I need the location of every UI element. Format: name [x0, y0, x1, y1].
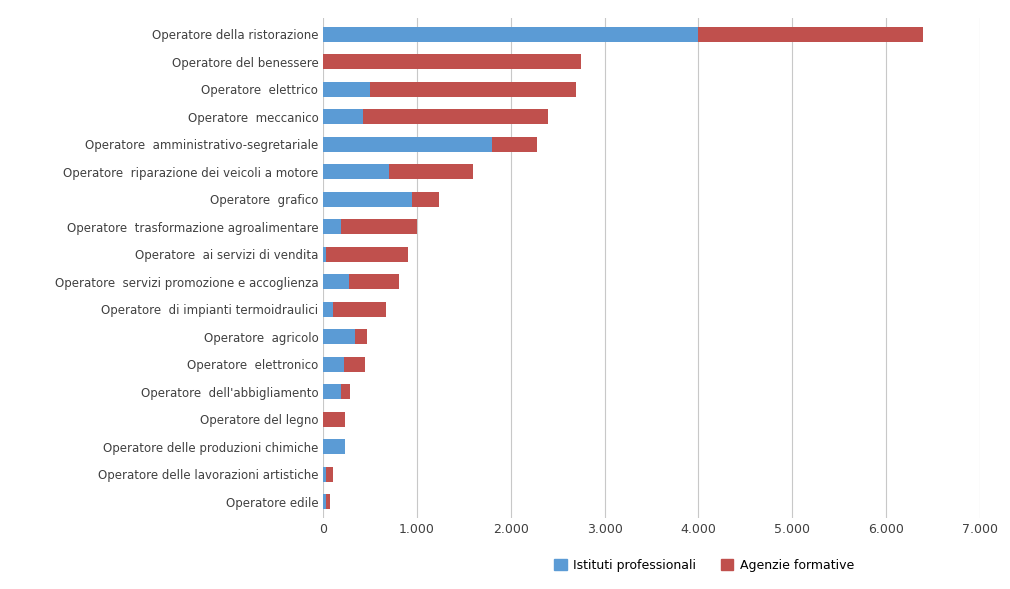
Bar: [323, 412, 344, 427]
Bar: [323, 384, 340, 399]
Bar: [323, 439, 344, 454]
Bar: [323, 274, 349, 289]
Bar: [349, 274, 399, 289]
Bar: [325, 466, 333, 482]
Bar: [323, 109, 363, 124]
Bar: [343, 357, 366, 372]
Bar: [323, 27, 698, 42]
Legend: Istituti professionali, Agenzie formative: Istituti professionali, Agenzie formativ…: [549, 554, 858, 577]
Bar: [389, 164, 474, 179]
Bar: [323, 164, 389, 179]
Bar: [325, 494, 329, 509]
Bar: [412, 191, 439, 207]
Bar: [356, 329, 368, 345]
Bar: [323, 137, 492, 152]
Bar: [323, 494, 325, 509]
Bar: [323, 191, 412, 207]
Bar: [341, 219, 417, 234]
Bar: [492, 137, 537, 152]
Bar: [323, 466, 325, 482]
Bar: [323, 357, 343, 372]
Bar: [332, 302, 386, 317]
Bar: [323, 302, 332, 317]
Bar: [323, 82, 370, 97]
Bar: [363, 109, 548, 124]
Bar: [323, 329, 356, 345]
Bar: [323, 219, 341, 234]
Bar: [323, 247, 326, 262]
Bar: [340, 384, 349, 399]
Bar: [698, 27, 923, 42]
Bar: [323, 54, 581, 70]
Bar: [370, 82, 577, 97]
Bar: [326, 247, 408, 262]
